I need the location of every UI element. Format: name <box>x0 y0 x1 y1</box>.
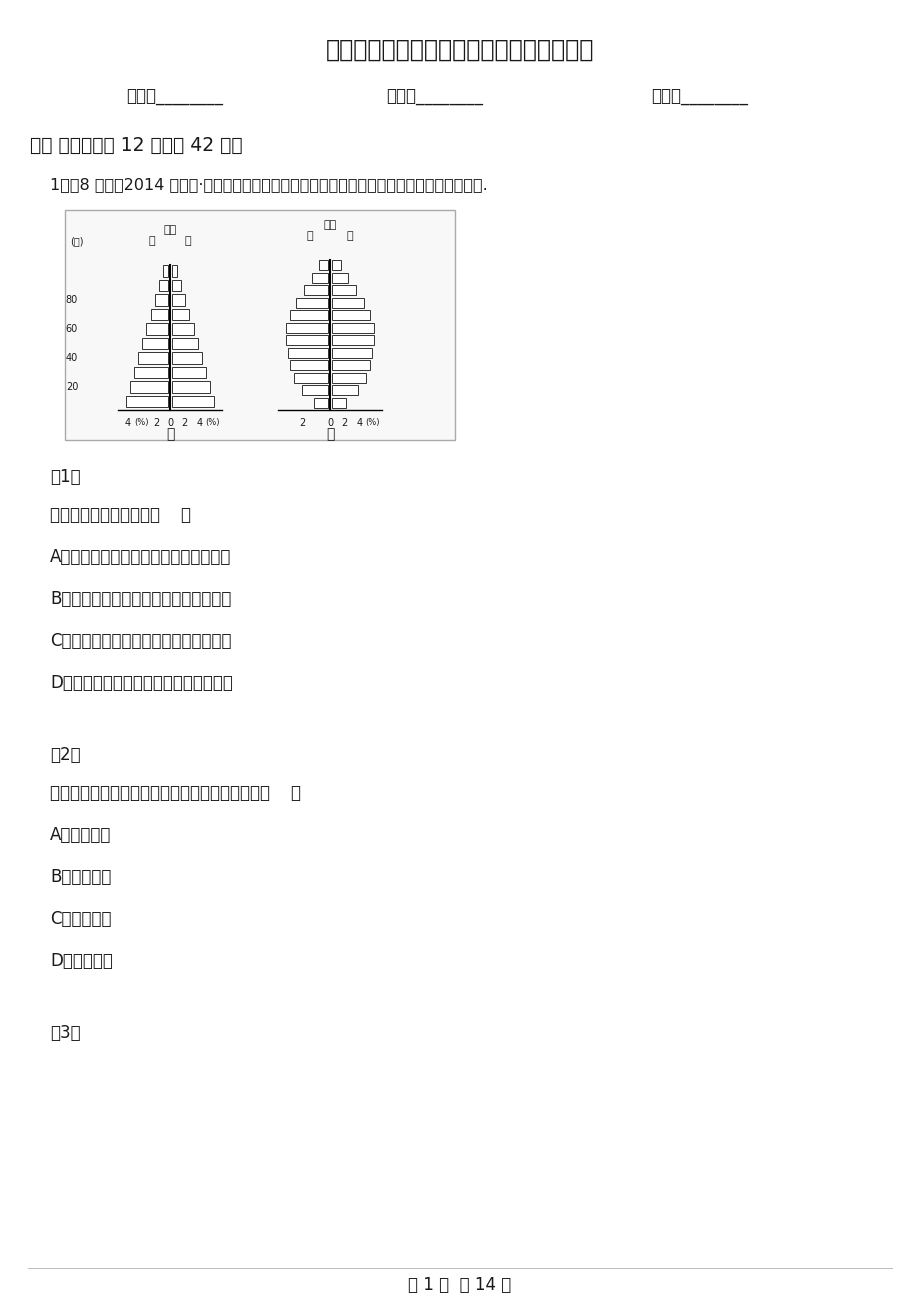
Text: 年龄: 年龄 <box>323 220 336 230</box>
Text: D．低出生率、低死亡率、低自然增长率: D．低出生率、低死亡率、低自然增长率 <box>50 674 233 691</box>
Bar <box>332 310 369 320</box>
Bar <box>332 348 371 358</box>
Bar <box>172 352 202 363</box>
Text: (岁): (岁) <box>70 236 84 246</box>
Text: A．高出生率、高死亡率、高自然增长率: A．高出生率、高死亡率、高自然增长率 <box>50 548 231 566</box>
Bar <box>294 372 328 383</box>
Text: 2: 2 <box>299 418 305 428</box>
Text: 甲: 甲 <box>165 427 174 441</box>
Bar <box>332 297 364 307</box>
Text: B．高出生率、低死亡率、高自然增长率: B．高出生率、低死亡率、高自然增长率 <box>50 590 231 608</box>
Text: 0: 0 <box>326 418 333 428</box>
Bar <box>172 280 181 292</box>
Text: (%): (%) <box>134 418 149 427</box>
Text: 4: 4 <box>357 418 363 428</box>
Bar <box>138 352 168 363</box>
Text: （3）: （3） <box>50 1023 81 1042</box>
Text: 4: 4 <box>197 418 203 428</box>
Bar <box>172 337 198 349</box>
Text: 2: 2 <box>341 418 346 428</box>
Bar <box>332 335 374 345</box>
Bar <box>172 323 194 335</box>
Bar <box>154 294 168 306</box>
Text: 2: 2 <box>181 418 187 428</box>
Bar <box>159 280 168 292</box>
Bar <box>332 385 357 396</box>
Text: 0: 0 <box>166 418 173 428</box>
Bar <box>332 285 356 296</box>
Text: 男: 男 <box>149 236 155 246</box>
Bar <box>146 323 168 335</box>
Bar <box>163 266 168 277</box>
Text: 一、 选择题（共 12 题；共 42 分）: 一、 选择题（共 12 题；共 42 分） <box>30 135 243 155</box>
Text: 80: 80 <box>66 296 78 305</box>
Bar <box>332 260 341 271</box>
Bar <box>289 359 328 370</box>
Text: 2: 2 <box>153 418 159 428</box>
Bar <box>65 210 455 440</box>
Bar <box>332 397 346 408</box>
Bar <box>134 366 168 379</box>
Bar <box>303 285 328 296</box>
Text: C．历史条件: C．历史条件 <box>50 910 111 928</box>
Text: 甲国人口增长模式属于（    ）: 甲国人口增长模式属于（ ） <box>50 506 191 523</box>
Text: （2）: （2） <box>50 746 81 764</box>
Text: 班级：________: 班级：________ <box>386 89 483 105</box>
Bar <box>286 335 328 345</box>
Text: 60: 60 <box>66 324 78 333</box>
Bar <box>312 272 328 283</box>
Bar <box>130 381 168 393</box>
Bar <box>296 297 328 307</box>
Text: 女: 女 <box>346 230 353 241</box>
Bar <box>172 309 188 320</box>
Bar <box>332 372 366 383</box>
Bar <box>289 310 328 320</box>
Text: 成绩：________: 成绩：________ <box>651 89 748 105</box>
Text: (%): (%) <box>366 418 380 427</box>
Text: 姓名：________: 姓名：________ <box>127 89 223 105</box>
Bar <box>172 381 210 393</box>
Bar <box>172 366 206 379</box>
Text: 男: 男 <box>306 230 313 241</box>
Bar <box>332 359 369 370</box>
Text: 1．（8 分）（2014 高一下·沈阳月考）如图是甲、乙两国人口年龄结构示意图，据此完成下题.: 1．（8 分）（2014 高一下·沈阳月考）如图是甲、乙两国人口年龄结构示意图，… <box>50 177 487 193</box>
Text: 40: 40 <box>66 353 78 363</box>
Text: B．教育水平: B．教育水平 <box>50 868 111 885</box>
Bar <box>313 397 328 408</box>
Text: （1）: （1） <box>50 467 81 486</box>
Bar <box>319 260 328 271</box>
Bar <box>332 323 374 333</box>
Bar <box>172 396 214 408</box>
Text: 女: 女 <box>185 236 191 246</box>
Text: 第 1 页  共 14 页: 第 1 页 共 14 页 <box>408 1276 511 1294</box>
Text: D．自然条件: D．自然条件 <box>50 952 113 970</box>
Bar <box>172 294 185 306</box>
Bar <box>332 272 347 283</box>
Text: 年龄: 年龄 <box>164 225 176 234</box>
Text: 20: 20 <box>66 381 78 392</box>
Bar <box>286 323 328 333</box>
Bar <box>172 266 176 277</box>
Bar <box>301 385 328 396</box>
Text: C．低出生率、高死亡率、低自然增长率: C．低出生率、高死亡率、低自然增长率 <box>50 631 232 650</box>
Text: (%): (%) <box>206 418 220 427</box>
Bar <box>126 396 168 408</box>
Text: 影响甲、乙两国人口增长模式差异的主要因素是（    ）: 影响甲、乙两国人口增长模式差异的主要因素是（ ） <box>50 784 301 802</box>
Text: A．经济水平: A．经济水平 <box>50 825 111 844</box>
Bar <box>288 348 328 358</box>
Bar <box>151 309 168 320</box>
Text: 吉林省四平市高一下学期期中考试地理试题: 吉林省四平市高一下学期期中考试地理试题 <box>325 38 594 62</box>
Text: 乙: 乙 <box>325 427 334 441</box>
Text: 4: 4 <box>125 418 130 428</box>
Bar <box>142 337 168 349</box>
